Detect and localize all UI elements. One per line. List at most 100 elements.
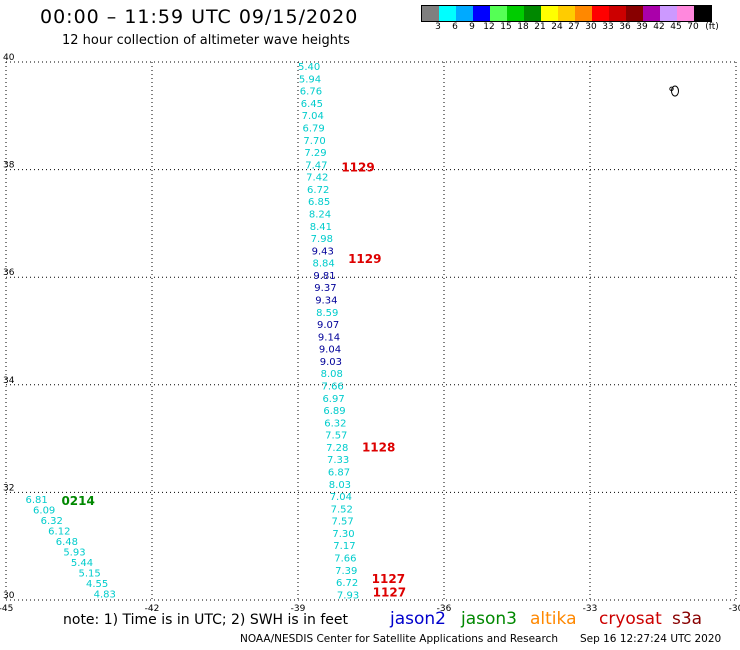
map-title: 00:00 – 11:59 UTC 09/15/2020	[40, 6, 359, 28]
wave-height-value: 7.47	[305, 160, 327, 171]
color-swatch	[609, 6, 626, 21]
color-swatch	[643, 6, 660, 21]
wave-height-value: 7.66	[322, 382, 344, 393]
note-text: note: 1) Time is in UTC; 2) SWH is in fe…	[63, 612, 349, 628]
color-swatch	[422, 6, 439, 21]
lon-tick-label: -33	[583, 604, 598, 614]
legend-item-s3a: s3a	[672, 609, 703, 629]
wave-height-value: 9.34	[315, 296, 337, 307]
wave-height-value: 6.89	[323, 406, 345, 417]
legend-item-cryosat: cryosat	[599, 609, 662, 629]
pass-time-label: 1127	[373, 586, 406, 600]
wave-height-value: 7.57	[325, 431, 347, 442]
map-subtitle: 12 hour collection of altimeter wave hei…	[62, 33, 350, 48]
color-scale-label: (ft)	[705, 22, 719, 32]
color-swatch	[677, 6, 694, 21]
legend-item-jason3: jason3	[461, 609, 517, 629]
credit-text: NOAA/NESDIS Center for Satellite Applica…	[240, 633, 558, 645]
lon-tick-label: -30	[729, 604, 740, 614]
island-outline	[671, 85, 679, 97]
wave-height-value: 7.52	[331, 504, 353, 515]
color-scale-label: 39	[636, 22, 648, 32]
wave-height-value: 6.81	[25, 495, 47, 506]
lon-tick-label: -39	[291, 604, 306, 614]
wave-height-value: 5.15	[78, 568, 100, 579]
wave-height-value: 6.12	[48, 527, 70, 538]
wave-height-value: 4.55	[86, 579, 108, 590]
wave-height-value: 7.33	[327, 455, 349, 466]
wave-height-value: 7.66	[334, 554, 356, 565]
color-scale-label: 24	[551, 22, 563, 32]
wave-height-value: 4.83	[94, 589, 116, 600]
lon-tick-label: -42	[145, 604, 160, 614]
color-scale-label: 45	[670, 22, 682, 32]
wave-height-value: 8.41	[310, 222, 332, 233]
wave-height-value: 8.59	[316, 308, 338, 319]
wave-height-value: 9.43	[312, 246, 334, 257]
wave-height-value: 7.28	[326, 443, 348, 454]
wave-height-value: 6.72	[336, 578, 358, 589]
wave-height-value: 8.03	[329, 480, 351, 491]
wave-height-value: 7.42	[306, 173, 328, 184]
pass-time-label: 1128	[362, 440, 395, 454]
color-swatch	[456, 6, 473, 21]
wave-height-value: 6.09	[33, 506, 55, 517]
wave-height-value: 8.08	[321, 369, 343, 380]
wave-height-value: 6.97	[322, 394, 344, 405]
color-scale-label: 15	[500, 22, 512, 32]
wave-height-value: 6.76	[300, 87, 322, 98]
wave-height-value: 7.70	[303, 136, 325, 147]
wave-height-value: 6.85	[308, 197, 330, 208]
wave-height-value: 7.04	[330, 492, 352, 503]
color-swatch	[558, 6, 575, 21]
color-swatch	[507, 6, 524, 21]
color-scale-label: 70	[687, 22, 699, 32]
color-swatch	[592, 6, 609, 21]
wave-height-value: 9.37	[314, 283, 336, 294]
wave-height-value: 6.32	[41, 516, 63, 527]
wave-height-value: 7.29	[304, 148, 326, 159]
color-scale-label: 9	[469, 22, 475, 32]
wave-height-value: 5.40	[298, 62, 320, 73]
lat-tick-label: 32	[3, 483, 14, 493]
lat-tick-label: 34	[3, 376, 15, 386]
color-swatch	[473, 6, 490, 21]
wave-height-value: 7.93	[337, 590, 359, 601]
color-scale-label: 21	[534, 22, 546, 32]
color-scale-label: 6	[452, 22, 458, 32]
wave-height-value: 9.07	[317, 320, 339, 331]
wave-height-value: 6.79	[303, 124, 325, 135]
color-swatch	[490, 6, 507, 21]
color-scale-label: 42	[653, 22, 665, 32]
wave-height-value: 6.72	[307, 185, 329, 196]
wave-height-value: 6.48	[56, 537, 78, 548]
wave-height-value: 5.94	[299, 74, 321, 85]
pass-time-label: 1127	[372, 572, 405, 586]
timestamp-text: Sep 16 12:27:24 UTC 2020	[580, 633, 722, 645]
pass-time-label: 1129	[341, 161, 374, 175]
color-scale-label: 36	[619, 22, 631, 32]
lat-tick-label: 40	[3, 53, 15, 63]
lon-tick-label: -36	[437, 604, 452, 614]
wave-height-value: 7.30	[332, 529, 354, 540]
wave-height-value: 9.14	[318, 332, 340, 343]
wave-height-value: 9.03	[320, 357, 342, 368]
wave-height-value: 7.39	[335, 566, 357, 577]
wave-height-value: 7.98	[311, 234, 333, 245]
legend-item-altika: altika	[530, 609, 577, 629]
wave-height-value: 8.84	[312, 259, 334, 270]
lat-tick-label: 36	[3, 268, 15, 278]
wave-height-value: 6.87	[328, 468, 350, 479]
pass-time-label: 0214	[61, 494, 94, 508]
color-swatch	[694, 6, 711, 21]
color-swatch	[524, 6, 541, 21]
lat-tick-label: 38	[3, 161, 15, 171]
wave-height-value: 8.24	[309, 210, 331, 221]
wave-height-value: 5.44	[71, 558, 93, 569]
color-scale-label: 33	[602, 22, 614, 32]
wave-height-value: 6.45	[301, 99, 323, 110]
color-swatch	[575, 6, 592, 21]
wave-height-value: 6.32	[324, 418, 346, 429]
